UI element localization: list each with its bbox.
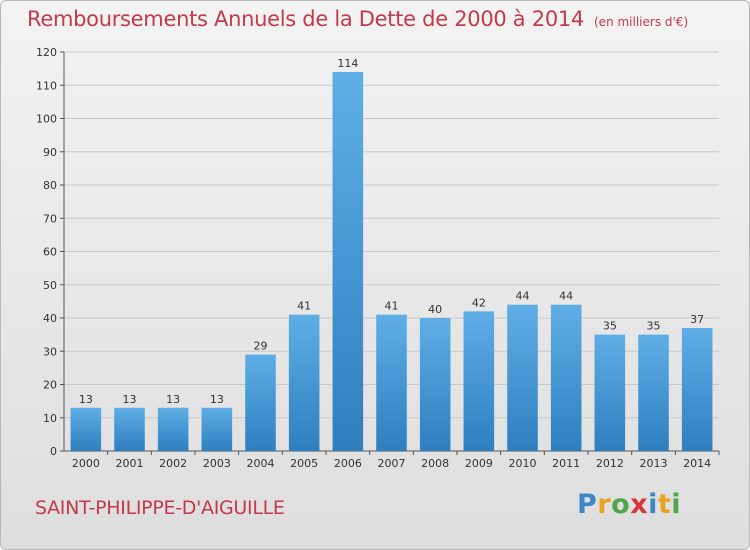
bar-2005[interactable] — [288, 314, 320, 451]
y-tick-label-90: 90 — [43, 146, 57, 159]
bar-2001[interactable] — [114, 407, 145, 451]
bar-2013[interactable] — [638, 334, 669, 451]
x-tick-label-2007: 2007 — [378, 457, 406, 470]
x-tick-label-2012: 2012 — [596, 457, 624, 470]
bar-2004[interactable] — [245, 354, 276, 451]
y-tick-label-10: 10 — [43, 412, 57, 425]
x-tick-label-2008: 2008 — [421, 457, 449, 470]
bar-2014[interactable] — [681, 327, 713, 451]
proxiti-logo[interactable]: Proxiti — [577, 489, 681, 520]
y-tick-label-0: 0 — [50, 445, 57, 458]
y-tick-label-80: 80 — [43, 179, 57, 192]
commune-name: SAINT-PHILIPPE-D'AIGUILLE — [35, 497, 285, 519]
data-label-2002: 13 — [166, 393, 180, 406]
bar-2011[interactable] — [550, 304, 582, 451]
logo-letter-r: r — [597, 489, 612, 520]
bar-2002[interactable] — [157, 407, 189, 451]
bar-2000[interactable] — [70, 407, 102, 451]
logo-letter-o: o — [611, 489, 631, 520]
y-tick-label-50: 50 — [43, 279, 57, 292]
x-tick-label-2014: 2014 — [683, 457, 711, 470]
x-tick-label-2001: 2001 — [116, 457, 144, 470]
y-tick-label-110: 110 — [36, 79, 57, 92]
x-tick-label-2009: 2009 — [465, 457, 493, 470]
x-tick-label-2004: 2004 — [247, 457, 275, 470]
x-tick-label-2010: 2010 — [509, 457, 537, 470]
y-tick-label-30: 30 — [43, 345, 57, 358]
logo-letter-i2: i — [671, 489, 682, 520]
bar-2009[interactable] — [463, 311, 495, 451]
bar-2007[interactable] — [376, 314, 407, 451]
y-tick-label-120: 120 — [36, 46, 57, 59]
x-tick-label-2000: 2000 — [72, 457, 100, 470]
data-label-2008: 40 — [428, 303, 442, 316]
bar-2012[interactable] — [594, 334, 626, 451]
data-label-2014: 37 — [690, 313, 704, 326]
data-label-2011: 44 — [559, 290, 573, 303]
x-tick-label-2002: 2002 — [159, 457, 187, 470]
y-tick-label-40: 40 — [43, 312, 57, 325]
data-label-2005: 41 — [297, 300, 311, 313]
data-label-2007: 41 — [385, 300, 399, 313]
labels: 0 10 20 30 40 50 60 70 80 90 100 110 120 2000 13 2001 13… — [36, 46, 711, 470]
chart-title-text: Remboursements Annuels de la Dette de 20… — [27, 7, 584, 31]
y-tick-label-20: 20 — [43, 379, 57, 392]
logo-letter-p: P — [577, 489, 598, 520]
logo-letter-i1: i — [648, 489, 658, 520]
logo-letter-x: x — [630, 489, 649, 520]
y-tick-label-70: 70 — [43, 212, 57, 225]
bar-2006[interactable] — [332, 71, 364, 451]
data-label-2012: 35 — [603, 320, 617, 333]
x-tick-label-2003: 2003 — [203, 457, 231, 470]
data-label-2009: 42 — [472, 296, 486, 309]
bar-2010[interactable] — [507, 304, 538, 451]
data-label-2000: 13 — [79, 393, 93, 406]
x-tick-label-2006: 2006 — [334, 457, 362, 470]
x-tick-label-2005: 2005 — [290, 457, 318, 470]
data-label-2006: 114 — [337, 57, 358, 70]
bar-2008[interactable] — [419, 318, 451, 451]
x-tick-label-2013: 2013 — [640, 457, 668, 470]
y-tick-label-60: 60 — [43, 246, 57, 259]
chart-title: Remboursements Annuels de la Dette de 20… — [27, 7, 688, 31]
data-label-2001: 13 — [123, 393, 137, 406]
data-label-2010: 44 — [516, 290, 530, 303]
bars — [70, 71, 713, 451]
data-label-2013: 35 — [647, 320, 661, 333]
bar-2003[interactable] — [201, 407, 233, 451]
logo-letter-t: t — [657, 489, 672, 520]
y-tick-label-100: 100 — [36, 113, 57, 126]
data-label-2003: 13 — [210, 393, 224, 406]
data-label-2004: 29 — [254, 340, 268, 353]
x-tick-label-2011: 2011 — [552, 457, 580, 470]
chart-unit: (en milliers d'€) — [594, 15, 689, 29]
